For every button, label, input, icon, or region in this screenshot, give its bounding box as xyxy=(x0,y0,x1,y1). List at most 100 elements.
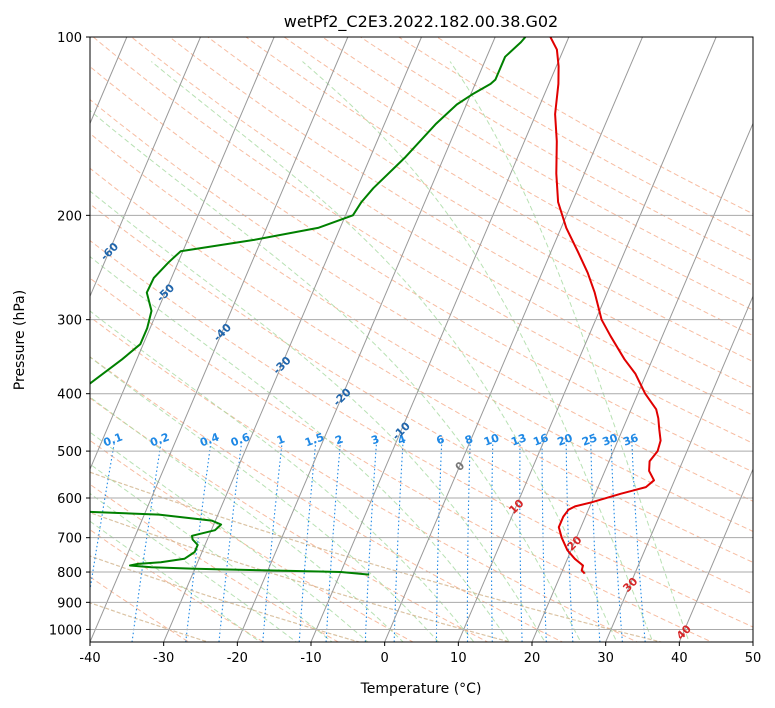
dry-adiabat xyxy=(245,37,753,337)
x-tick-label: 40 xyxy=(671,651,688,666)
dry-adiabat xyxy=(168,37,753,389)
y-axis-label: Pressure (hPa) xyxy=(12,290,28,390)
mixing-ratio-line xyxy=(325,440,342,642)
mixing-ratio-label: 1 xyxy=(275,433,287,448)
moist-adiabat xyxy=(150,61,618,642)
dry-adiabat xyxy=(321,37,753,286)
moist-adiabat xyxy=(90,492,298,642)
dry-adiabat xyxy=(90,277,713,642)
mixing-ratio-line xyxy=(218,440,243,642)
sounding-line xyxy=(90,37,527,576)
reference-curve xyxy=(90,512,513,642)
x-axis-label: Temperature (°C) xyxy=(360,681,482,697)
moist-adiabat xyxy=(449,61,690,642)
isotherm-label: 0 xyxy=(453,459,468,474)
isotherm-line xyxy=(457,37,717,642)
isotherm-label: -60 xyxy=(98,240,121,263)
dry-adiabat xyxy=(90,132,753,532)
dry-adiabat xyxy=(90,356,564,642)
mixing-ratio-label: 0.4 xyxy=(198,430,221,449)
mixing-ratio-label: 0.1 xyxy=(102,431,125,450)
mixing-ratio-label: 16 xyxy=(531,431,550,449)
x-tick-label: -10 xyxy=(300,651,321,666)
isotherm-line xyxy=(605,295,753,642)
mixing-ratio-line xyxy=(565,440,574,642)
mixing-ratio-line xyxy=(262,440,283,642)
grid-lines xyxy=(90,37,753,642)
dry-adiabat xyxy=(90,98,753,502)
mixing-ratio-label: 6 xyxy=(435,432,447,447)
dry-adiabat xyxy=(90,203,753,595)
isotherm-line xyxy=(310,37,570,642)
isotherm-label: -20 xyxy=(331,385,354,408)
sounding-series xyxy=(90,37,662,576)
mixing-ratio-line xyxy=(435,440,443,642)
mixing-ratio-line xyxy=(393,440,404,642)
dry-adiabat xyxy=(90,397,489,642)
y-tick-label: 700 xyxy=(57,532,82,547)
mixing-ratio-line xyxy=(590,440,601,642)
mixing-ratio-line xyxy=(364,440,378,642)
isotherm-line xyxy=(236,37,496,642)
y-tick-label: 400 xyxy=(57,388,82,403)
x-tick-label: 30 xyxy=(597,651,614,666)
isotherm-line xyxy=(163,37,422,642)
mixing-ratio-label: 8 xyxy=(463,433,475,448)
x-tick-label: 10 xyxy=(450,651,467,666)
mixing-ratio-label: 13 xyxy=(509,431,528,448)
mixing-ratio-label: 4 xyxy=(396,432,408,447)
sounding-line xyxy=(549,37,662,575)
moist-adiabat xyxy=(90,310,475,642)
moist-adiabat xyxy=(90,396,404,642)
mixing-ratio-label: 10 xyxy=(482,431,501,449)
isotherm-line xyxy=(90,37,201,298)
y-tick-label: 800 xyxy=(57,566,82,581)
mixing-ratio-label: 30 xyxy=(601,431,620,449)
dry-adiabat xyxy=(90,239,753,628)
x-axis: -40 -30 -20 -10 0 10 20 30 40 50 xyxy=(79,642,761,666)
isotherm-line xyxy=(90,37,275,471)
mixing-ratio-line xyxy=(490,440,494,642)
mixing-ratio-line xyxy=(631,440,646,642)
y-tick-label: 900 xyxy=(57,596,82,611)
isotherm-label: -70 xyxy=(48,184,71,207)
x-tick-label: -20 xyxy=(227,651,248,666)
x-tick-label: 50 xyxy=(745,651,762,666)
mixing-ratio-line xyxy=(610,440,623,642)
mixing-ratio-label: 3 xyxy=(369,433,381,448)
y-axis: 1000 900 800 700 600 500 400 300 200 100 xyxy=(49,31,90,638)
reference-curve xyxy=(90,602,210,642)
y-tick-label: 300 xyxy=(57,314,82,329)
y-tick-label: 600 xyxy=(57,492,82,507)
dry-adiabat xyxy=(92,37,753,444)
x-tick-label: -40 xyxy=(79,651,100,666)
isotherm-label: -40 xyxy=(211,321,234,344)
mixing-ratio-line xyxy=(519,440,523,642)
mixing-ratio-line xyxy=(131,440,162,642)
y-tick-label: 100 xyxy=(57,31,82,46)
mixing-ratio-label: 20 xyxy=(556,431,575,449)
mixing-ratio-label: 2 xyxy=(333,433,345,448)
mixing-ratio-line xyxy=(541,440,547,642)
x-tick-label: -30 xyxy=(153,651,174,666)
moist-adiabat xyxy=(302,61,654,642)
background-reference-lines xyxy=(90,37,753,642)
dry-adiabat xyxy=(283,37,753,311)
mixing-ratio-line xyxy=(298,440,317,642)
x-tick-label: 20 xyxy=(524,651,541,666)
isotherm-line xyxy=(678,467,753,642)
mixing-ratio-line xyxy=(466,440,471,642)
isotherm-line xyxy=(531,122,753,642)
dry-adiabat xyxy=(90,529,265,642)
y-tick-label: 1000 xyxy=(49,623,82,638)
mixing-ratio-line xyxy=(185,440,212,642)
isotherm-label: -30 xyxy=(270,354,293,377)
dry-adiabat xyxy=(359,37,753,262)
isotherm-line xyxy=(752,640,753,642)
mixing-ratio-label: 1.5 xyxy=(303,431,326,450)
isotherm-line xyxy=(384,37,643,642)
isotherm-label: -80 xyxy=(0,135,19,158)
y-tick-label: 200 xyxy=(57,209,82,224)
chart-title: wetPf2_C2E3.2022.182.00.38.G02 xyxy=(284,12,558,32)
dry-adiabat xyxy=(90,439,414,642)
